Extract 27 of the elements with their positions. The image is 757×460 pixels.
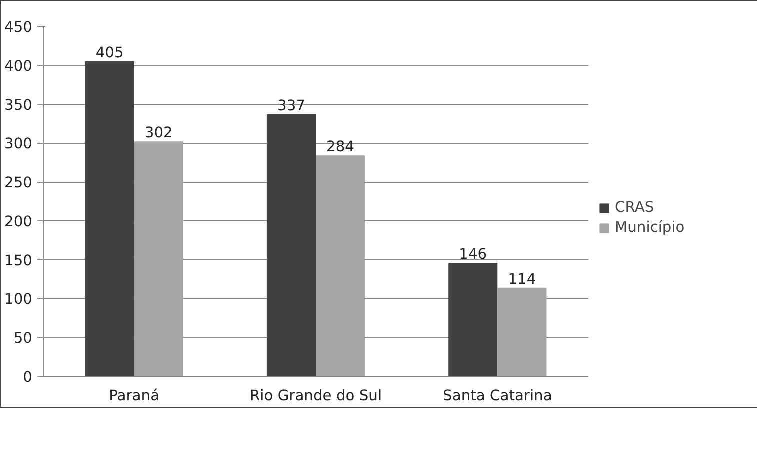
bar	[498, 288, 547, 376]
data-label: 405	[96, 44, 124, 62]
y-tick-label: 50	[14, 330, 33, 348]
y-tick-label: 450	[4, 19, 33, 36]
y-tick-label: 150	[4, 252, 33, 270]
y-tick-label: 400	[4, 58, 33, 75]
bar	[448, 262, 498, 376]
data-label: 114	[508, 270, 536, 288]
data-label: 337	[277, 97, 306, 114]
x-tick-label: Rio Grande do Sul	[250, 388, 382, 404]
bar	[85, 62, 134, 376]
data-label: 146	[459, 246, 488, 263]
y-tick-label: 200	[4, 213, 33, 230]
legend-label: Município	[615, 219, 685, 236]
x-tick-label: Santa Catarina	[443, 388, 552, 404]
y-tick-label: 300	[4, 136, 33, 153]
bar	[266, 114, 316, 376]
bar	[316, 156, 366, 376]
x-tick-label: Paraná	[109, 388, 160, 404]
bar	[134, 142, 184, 376]
y-tick-label: 350	[4, 96, 33, 114]
y-tick-label: 0	[23, 369, 33, 386]
y-tick-label: 250	[4, 174, 33, 192]
data-label: 302	[144, 124, 173, 142]
legend-label: CRAS	[615, 199, 654, 216]
data-label: 284	[326, 138, 355, 156]
y-tick-label: 100	[4, 291, 33, 308]
